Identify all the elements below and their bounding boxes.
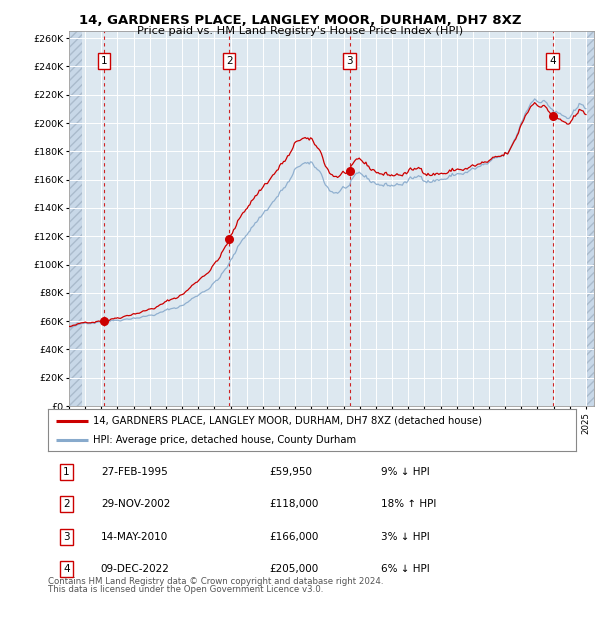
Text: 14, GARDNERS PLACE, LANGLEY MOOR, DURHAM, DH7 8XZ (detached house): 14, GARDNERS PLACE, LANGLEY MOOR, DURHAM…	[93, 415, 482, 425]
Text: 3% ↓ HPI: 3% ↓ HPI	[380, 531, 430, 542]
Text: This data is licensed under the Open Government Licence v3.0.: This data is licensed under the Open Gov…	[48, 585, 323, 594]
Text: 18% ↑ HPI: 18% ↑ HPI	[380, 499, 436, 510]
Text: 14, GARDNERS PLACE, LANGLEY MOOR, DURHAM, DH7 8XZ: 14, GARDNERS PLACE, LANGLEY MOOR, DURHAM…	[79, 14, 521, 27]
Text: 3: 3	[63, 531, 70, 542]
Text: £59,950: £59,950	[270, 467, 313, 477]
Text: 2: 2	[226, 56, 232, 66]
Text: £205,000: £205,000	[270, 564, 319, 574]
Text: 4: 4	[550, 56, 556, 66]
Text: 1: 1	[101, 56, 107, 66]
Text: 4: 4	[63, 564, 70, 574]
Text: 27-FEB-1995: 27-FEB-1995	[101, 467, 167, 477]
Text: 14-MAY-2010: 14-MAY-2010	[101, 531, 168, 542]
Text: 6% ↓ HPI: 6% ↓ HPI	[380, 564, 430, 574]
Text: 9% ↓ HPI: 9% ↓ HPI	[380, 467, 430, 477]
Text: 09-DEC-2022: 09-DEC-2022	[101, 564, 170, 574]
Text: 3: 3	[346, 56, 353, 66]
Text: Contains HM Land Registry data © Crown copyright and database right 2024.: Contains HM Land Registry data © Crown c…	[48, 577, 383, 587]
Text: 29-NOV-2002: 29-NOV-2002	[101, 499, 170, 510]
Text: £166,000: £166,000	[270, 531, 319, 542]
Text: Price paid vs. HM Land Registry's House Price Index (HPI): Price paid vs. HM Land Registry's House …	[137, 26, 463, 36]
Text: £118,000: £118,000	[270, 499, 319, 510]
Text: HPI: Average price, detached house, County Durham: HPI: Average price, detached house, Coun…	[93, 435, 356, 445]
Text: 1: 1	[63, 467, 70, 477]
Text: 2: 2	[63, 499, 70, 510]
